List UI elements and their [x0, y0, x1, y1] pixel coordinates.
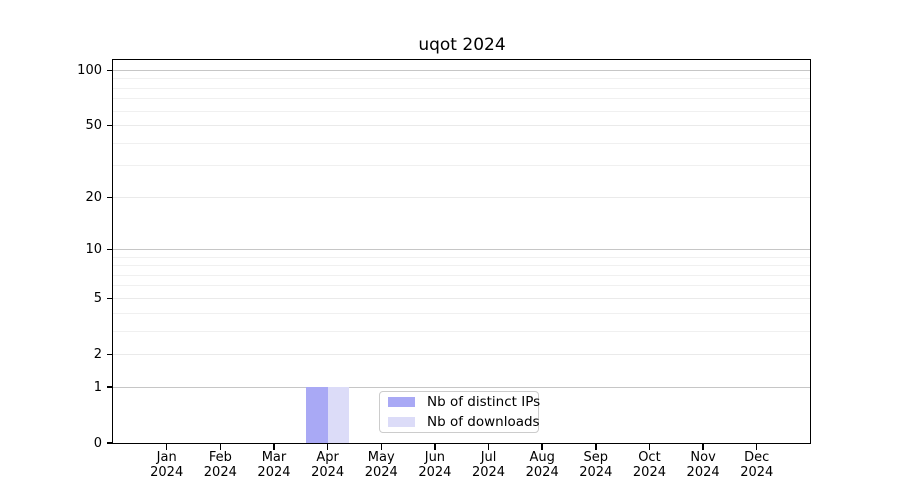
x-tick-label: Dec 2024 [740, 450, 774, 480]
minor-gridline [113, 285, 811, 287]
minor-gridline [113, 87, 811, 89]
major-gridline [113, 125, 811, 127]
x-tick-mark [702, 443, 704, 450]
x-tick-label: Jul 2024 [471, 450, 506, 480]
minor-gridline [113, 274, 811, 276]
x-tick-mark [380, 443, 382, 450]
major-gridline [113, 248, 811, 250]
x-tick-mark [541, 443, 543, 450]
y-tick-label: 1 [93, 379, 102, 395]
y-tick-mark [106, 124, 113, 127]
chart-title: uqot 2024 [418, 35, 506, 55]
y-tick-mark [106, 442, 113, 444]
y-tick-label: 20 [85, 189, 102, 205]
x-tick-mark [219, 443, 222, 450]
x-tick-mark [595, 443, 597, 450]
y-tick-mark [106, 69, 113, 72]
y-tick-mark [106, 386, 113, 388]
minor-gridline [113, 142, 811, 144]
legend: Nb of distinct IPs Nb of downloads [379, 391, 541, 433]
x-tick-mark [487, 443, 490, 450]
major-gridline [113, 196, 811, 198]
major-gridline [113, 386, 811, 388]
y-tick-mark [106, 248, 113, 251]
minor-gridline [113, 312, 811, 314]
x-tick-label: Mar 2024 [257, 450, 291, 480]
y-tick-label: 5 [93, 290, 102, 306]
x-tick-mark [273, 443, 275, 450]
x-tick-label: Sep 2024 [579, 450, 613, 480]
legend-item-distinct-ips: Nb of distinct IPs [380, 394, 541, 411]
bar-distinct-ips [306, 387, 328, 443]
y-tick-mark [106, 297, 113, 300]
x-tick-mark [756, 443, 758, 450]
x-tick-label: May 2024 [364, 450, 398, 480]
x-tick-label: Jun 2024 [418, 450, 452, 480]
minor-gridline [113, 330, 811, 332]
y-tick-label: 100 [77, 63, 102, 78]
y-tick-label: 50 [85, 118, 102, 134]
minor-gridline [113, 256, 811, 258]
x-tick-label: Jan 2024 [150, 450, 184, 480]
x-tick-label: Apr 2024 [311, 450, 345, 480]
minor-gridline [113, 265, 811, 267]
x-tick-label: Aug 2024 [525, 450, 559, 480]
x-tick-label: Feb 2024 [203, 450, 237, 480]
x-tick-mark [166, 443, 168, 450]
major-gridline [113, 353, 811, 355]
y-tick-label: 2 [93, 346, 102, 362]
x-tick-mark [326, 443, 329, 450]
minor-gridline [113, 98, 811, 100]
legend-swatch-downloads [388, 416, 415, 427]
x-tick-mark [434, 443, 436, 450]
y-tick-mark [106, 196, 113, 198]
legend-item-downloads: Nb of downloads [380, 413, 540, 431]
x-tick-label: Nov 2024 [686, 450, 720, 480]
y-tick-label: 0 [93, 435, 102, 451]
legend-label-distinct-ips: Nb of distinct IPs [427, 394, 541, 411]
legend-swatch-distinct-ips [388, 397, 415, 408]
bar-downloads [327, 387, 349, 443]
minor-gridline [113, 110, 811, 112]
y-tick-mark [106, 353, 113, 356]
minor-gridline [113, 165, 811, 167]
major-gridline [113, 297, 811, 299]
x-tick-mark [648, 443, 651, 450]
y-tick-label: 10 [85, 241, 102, 257]
legend-label-downloads: Nb of downloads [427, 413, 540, 430]
x-tick-label: Oct 2024 [632, 450, 666, 480]
major-gridline [113, 70, 811, 71]
minor-gridline [113, 78, 811, 80]
